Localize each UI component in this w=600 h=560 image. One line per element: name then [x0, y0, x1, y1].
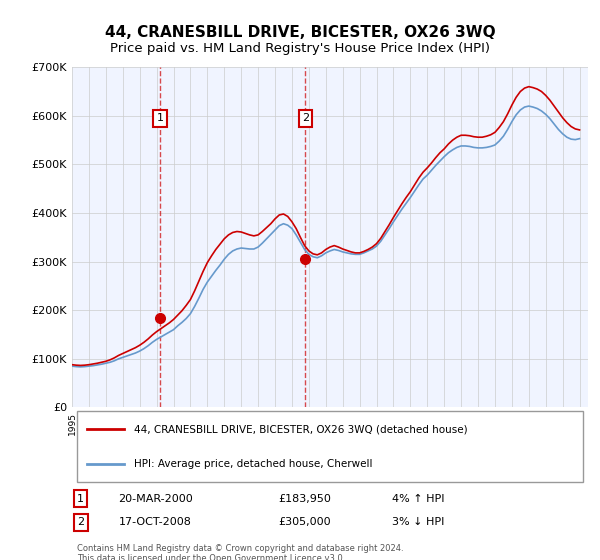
Text: 44, CRANESBILL DRIVE, BICESTER, OX26 3WQ: 44, CRANESBILL DRIVE, BICESTER, OX26 3WQ: [104, 25, 496, 40]
Text: 4% ↑ HPI: 4% ↑ HPI: [392, 493, 445, 503]
Text: £183,950: £183,950: [278, 493, 331, 503]
Text: 17-OCT-2008: 17-OCT-2008: [118, 517, 191, 528]
Text: 1: 1: [157, 113, 164, 123]
Text: Contains HM Land Registry data © Crown copyright and database right 2024.
This d: Contains HM Land Registry data © Crown c…: [77, 544, 404, 560]
FancyBboxPatch shape: [77, 412, 583, 482]
Text: Price paid vs. HM Land Registry's House Price Index (HPI): Price paid vs. HM Land Registry's House …: [110, 42, 490, 55]
Text: 44, CRANESBILL DRIVE, BICESTER, OX26 3WQ (detached house): 44, CRANESBILL DRIVE, BICESTER, OX26 3WQ…: [134, 424, 467, 435]
Text: 1: 1: [77, 493, 84, 503]
Text: 2: 2: [302, 113, 309, 123]
Text: 2: 2: [77, 517, 84, 528]
Text: 3% ↓ HPI: 3% ↓ HPI: [392, 517, 444, 528]
Text: 20-MAR-2000: 20-MAR-2000: [118, 493, 193, 503]
Text: £305,000: £305,000: [278, 517, 331, 528]
Text: HPI: Average price, detached house, Cherwell: HPI: Average price, detached house, Cher…: [134, 459, 373, 469]
